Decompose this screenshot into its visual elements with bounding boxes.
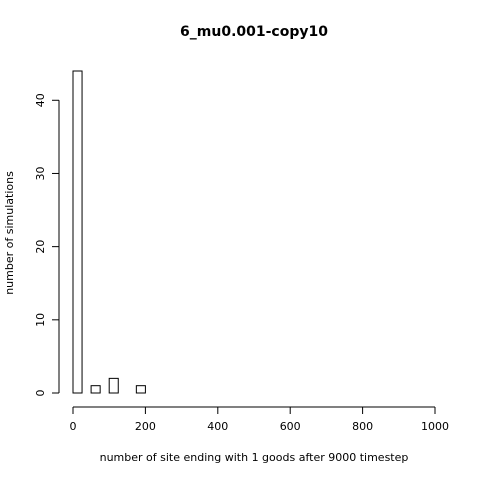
y-tick-label-1: 10 [34,313,47,327]
y-tick-label-0: 0 [34,390,47,397]
chart-title: 6_mu0.001-copy10 [180,24,328,40]
y-tick-label-3: 30 [34,166,47,180]
histogram-bars [72,70,146,394]
y-axis: 0 10 20 30 40 [34,93,60,397]
x-tick-label-3: 600 [280,420,301,433]
histogram-bar-0 [72,70,83,394]
x-tick-label-5: 1000 [421,420,449,433]
x-tick-label-0: 0 [70,420,77,433]
histogram-bar-2 [90,385,101,394]
y-tick-label-2: 20 [34,240,47,254]
x-axis-label: number of site ending with 1 goods after… [100,451,409,464]
x-tick-label-4: 800 [352,420,373,433]
x-tick-label-2: 400 [207,420,228,433]
histogram-bar-7 [135,385,146,394]
histogram-bar-4 [108,377,119,394]
y-axis-label: number of simulations [3,171,16,295]
x-axis: 0 200 400 600 800 1000 [70,406,449,433]
y-tick-label-4: 40 [34,93,47,107]
x-tick-label-1: 200 [135,420,156,433]
